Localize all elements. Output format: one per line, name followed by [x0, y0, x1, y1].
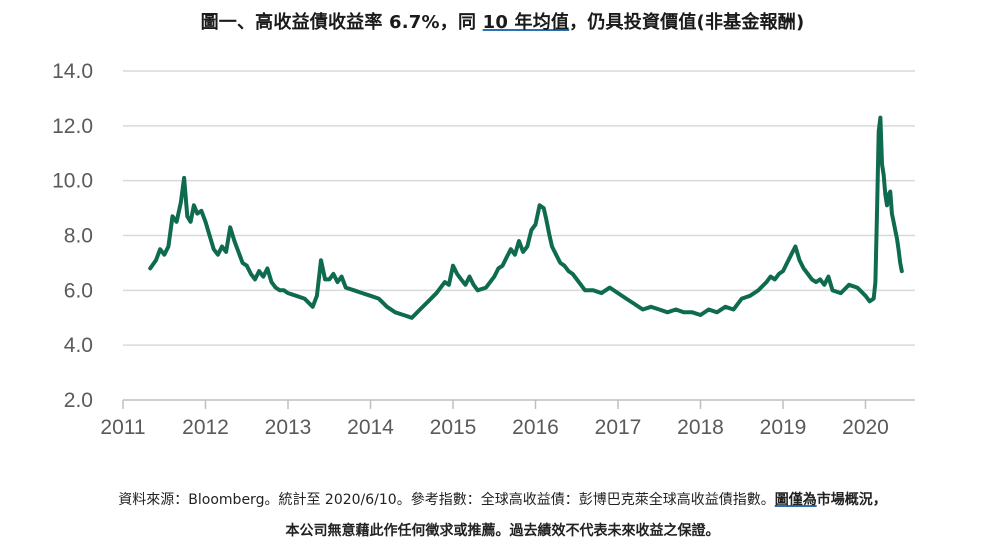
- y-tick-label: 12.0: [52, 115, 93, 138]
- title-text-1: 圖一、高收益債收益率 6.7%，同: [200, 12, 483, 33]
- y-tick-label: 6.0: [64, 279, 93, 302]
- y-axis-ticks: 14.0 12.0 10.0 8.0 6.0 4.0 2.0: [52, 60, 93, 412]
- gridlines: [123, 70, 915, 346]
- x-tick-label: 2020: [842, 416, 889, 439]
- x-tick-label: 2012: [182, 416, 229, 439]
- title-text-highlight: 10 年均值: [482, 12, 570, 33]
- y-tick-label: 10.0: [52, 170, 93, 193]
- x-tick-label: 2013: [265, 416, 312, 439]
- x-tick-label: 2017: [595, 416, 642, 439]
- source-text: 資料來源：Bloomberg。統計至 2020/6/10。參考指數：全球高收益債…: [118, 492, 775, 508]
- disclaimer-bold: 市場概況，: [816, 492, 887, 508]
- x-tick-label: 2018: [677, 416, 724, 439]
- x-axis: [122, 399, 915, 409]
- series-line: [148, 115, 904, 320]
- source-note: 資料來源：Bloomberg。統計至 2020/6/10。參考指數：全球高收益債…: [0, 489, 1005, 509]
- disclaimer-underlined: 圖僅為: [774, 492, 817, 508]
- x-tick-label: 2016: [512, 416, 559, 439]
- y-tick-label: 4.0: [64, 334, 93, 357]
- x-axis-ticks: 2011 2012 2013 2014 2015 2016 2017 2018 2019 2020: [100, 416, 888, 439]
- x-tick-label: 2015: [430, 416, 477, 439]
- chart-title: 圖一、高收益債收益率 6.7%，同 10 年均值，仍具投資價值(非基金報酬): [0, 8, 1005, 34]
- x-tick-label: 2014: [347, 416, 394, 439]
- x-tick-label: 2011: [100, 416, 145, 439]
- x-tick-label: 2019: [760, 416, 807, 439]
- disclaimer-line: 本公司無意藉此作任何徵求或推薦。過去績效不代表未來收益之保證。: [285, 523, 720, 539]
- yield-line-chart: 14.012.010.08.06.04.02.0 2011 2012 2013 201…: [52, 60, 915, 439]
- y-tick-label: 8.0: [64, 225, 93, 248]
- y-tick-label: 14.0: [52, 60, 93, 83]
- title-text-2: ，仍具投資價值(非基金報酬): [569, 12, 805, 33]
- y-tick-label: 2.0: [64, 389, 93, 412]
